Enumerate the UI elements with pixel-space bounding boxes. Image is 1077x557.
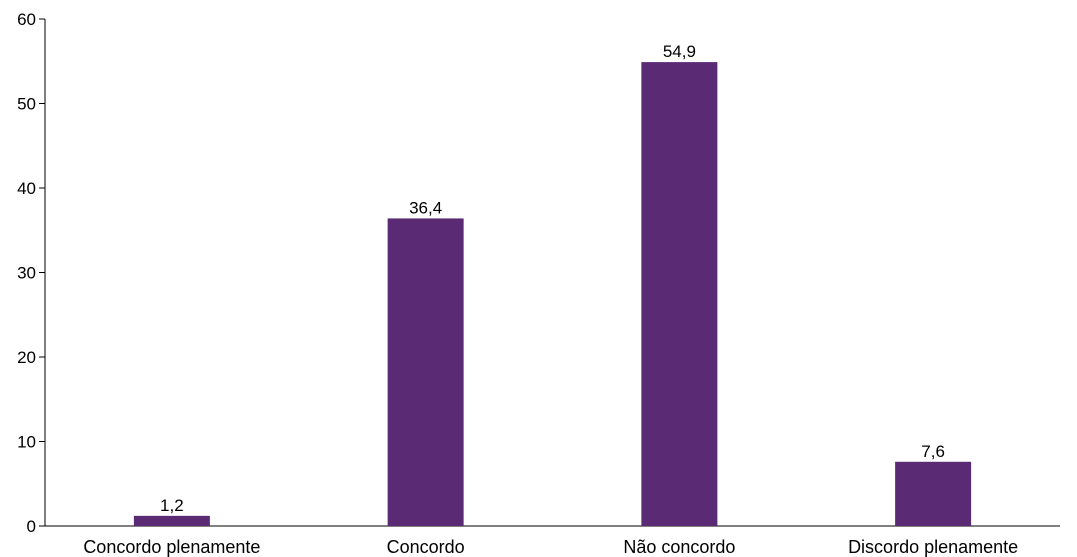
- bar: [133, 515, 210, 526]
- bar: [895, 461, 972, 526]
- category-label: Concordo: [387, 537, 465, 557]
- bar: [387, 218, 464, 527]
- y-tick-label: 0: [27, 517, 36, 536]
- data-label: 36,4: [409, 198, 442, 217]
- bars-group: [133, 62, 972, 527]
- data-label: 54,9: [663, 42, 696, 61]
- category-label: Concordo plenamente: [83, 537, 260, 557]
- y-axis: 0 10 20 30 40 50 60: [17, 10, 46, 536]
- bar: [641, 62, 718, 526]
- data-labels-group: 1,2 36,4 54,9 7,6: [160, 42, 945, 515]
- y-tick-label: 30: [17, 264, 36, 283]
- y-tick-label: 10: [17, 433, 36, 452]
- category-label: Discordo plenamente: [848, 537, 1018, 557]
- y-tick-label: 20: [17, 348, 36, 367]
- category-label: Não concordo: [623, 537, 735, 557]
- data-label: 1,2: [160, 496, 184, 515]
- y-tick-label: 40: [17, 179, 36, 198]
- category-labels-group: Concordo plenamente Concordo Não concordo D…: [83, 537, 1018, 557]
- data-label: 7,6: [921, 442, 945, 461]
- y-tick-label: 60: [17, 10, 36, 29]
- y-tick-label: 50: [17, 95, 36, 114]
